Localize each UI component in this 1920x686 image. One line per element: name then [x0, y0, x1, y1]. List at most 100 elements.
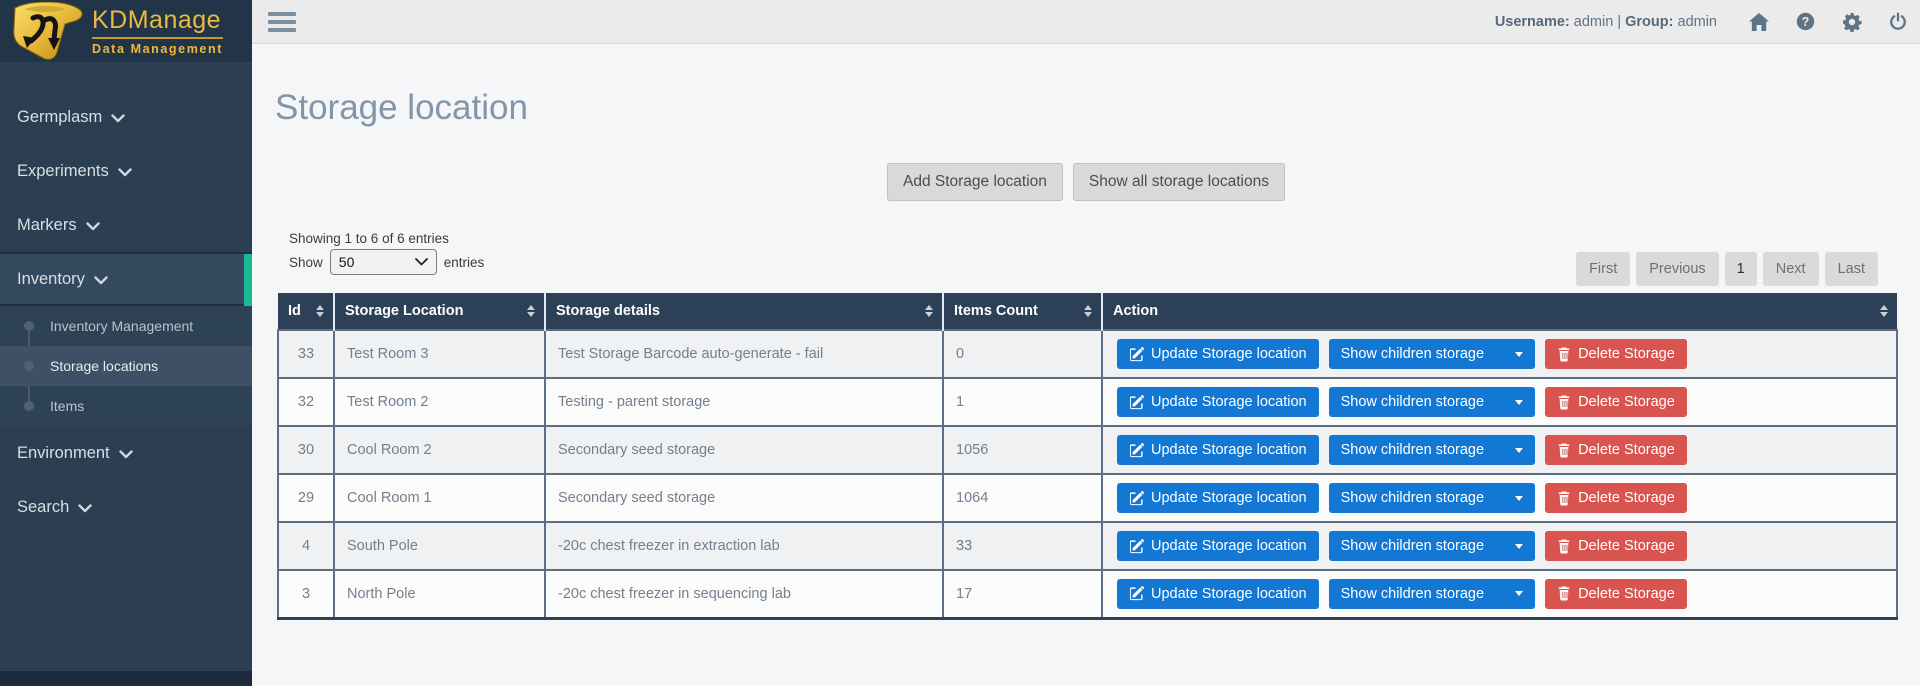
caret-down-icon	[1515, 351, 1524, 357]
cell-action: Update Storage location Show children st…	[1101, 425, 1898, 475]
show-children-storage-dropdown[interactable]: Show children storage	[1328, 531, 1536, 561]
update-storage-location-button[interactable]: Update Storage location	[1117, 339, 1319, 369]
user-info: Username: admin | Group: admin	[1495, 14, 1717, 30]
pagination-first-button[interactable]: First	[1576, 252, 1631, 286]
column-header-storage-details[interactable]: Storage details	[545, 293, 944, 330]
sidebar-item-label: Experiments	[17, 161, 109, 180]
update-storage-location-button[interactable]: Update Storage location	[1117, 483, 1319, 513]
table-row: 4 South Pole -20c chest freezer in extra…	[277, 521, 1898, 571]
power-icon[interactable]	[1889, 12, 1907, 31]
show-children-storage-dropdown[interactable]: Show children storage	[1328, 435, 1536, 465]
show-children-storage-dropdown[interactable]: Show children storage	[1328, 387, 1536, 417]
trash-icon	[1558, 347, 1570, 361]
sidebar-item-markers[interactable]: Markers	[0, 198, 252, 252]
sidebar-item-germplasm[interactable]: Germplasm	[0, 90, 252, 144]
cell-id: 32	[277, 377, 335, 427]
table-body: 33 Test Room 3 Test Storage Barcode auto…	[277, 329, 1898, 620]
cell-storage-details: Testing - parent storage	[544, 377, 944, 427]
delete-storage-button[interactable]: Delete Storage	[1545, 483, 1687, 513]
delete-storage-button[interactable]: Delete Storage	[1545, 578, 1687, 609]
show-children-storage-dropdown[interactable]: Show children storage	[1328, 578, 1536, 609]
sidebar-item-items[interactable]: Items	[0, 386, 252, 426]
trash-icon	[1558, 491, 1570, 505]
table-row: 33 Test Room 3 Test Storage Barcode auto…	[277, 329, 1898, 379]
caret-down-icon	[1515, 591, 1524, 597]
home-icon[interactable]	[1749, 12, 1769, 31]
gear-icon[interactable]	[1842, 12, 1862, 32]
column-header-id[interactable]: Id	[278, 293, 335, 330]
logo-area[interactable]: KDManage Data Management	[0, 0, 252, 62]
add-storage-location-button[interactable]: Add Storage location	[887, 163, 1063, 201]
column-header-action[interactable]: Action	[1102, 293, 1897, 330]
sidebar-item-storage-locations[interactable]: Storage locations	[0, 346, 252, 386]
delete-storage-button[interactable]: Delete Storage	[1545, 339, 1687, 369]
column-header-storage-location[interactable]: Storage Location	[334, 293, 546, 330]
cell-storage-details: -20c chest freezer in extraction lab	[544, 521, 944, 571]
update-storage-location-button[interactable]: Update Storage location	[1117, 435, 1319, 465]
page-size-control: Show 50 entries	[289, 249, 484, 275]
topbar-icons: ?	[1749, 12, 1907, 32]
cell-storage-location: Test Room 2	[333, 377, 546, 427]
chevron-down-icon	[94, 275, 108, 284]
cell-storage-details: Secondary seed storage	[544, 425, 944, 475]
show-children-storage-dropdown[interactable]: Show children storage	[1328, 483, 1536, 513]
edit-icon	[1129, 346, 1144, 361]
hamburger-menu-icon[interactable]	[268, 11, 296, 32]
help-icon[interactable]: ?	[1796, 12, 1815, 31]
cell-id: 33	[277, 329, 335, 379]
storage-table-wrap: Id Storage Location Storage details Item…	[277, 293, 1898, 620]
action-bar: Add Storage location Show all storage lo…	[252, 163, 1920, 201]
brand: KDManage Data Management	[92, 6, 223, 56]
show-label: Show	[289, 254, 323, 270]
chevron-down-icon	[78, 503, 92, 512]
chevron-down-icon	[118, 167, 132, 176]
brand-title: KDManage	[92, 6, 223, 39]
sidebar-group-inventory: Inventory Inventory Management Storage l…	[0, 252, 252, 426]
update-storage-location-button[interactable]: Update Storage location	[1117, 531, 1319, 561]
update-storage-location-button[interactable]: Update Storage location	[1117, 578, 1319, 609]
show-all-storage-locations-button[interactable]: Show all storage locations	[1072, 163, 1285, 201]
edit-icon	[1129, 538, 1144, 553]
show-children-storage-dropdown[interactable]: Show children storage	[1328, 339, 1536, 369]
page-size-select[interactable]: 50	[329, 249, 437, 275]
cell-items-count: 1	[942, 377, 1103, 427]
topbar: Username: admin | Group: admin ?	[252, 0, 1920, 44]
delete-storage-button[interactable]: Delete Storage	[1545, 387, 1687, 417]
cell-items-count: 17	[942, 569, 1103, 620]
edit-icon	[1129, 490, 1144, 505]
cell-items-count: 1056	[942, 425, 1103, 475]
inventory-submenu: Inventory Management Storage locations I…	[0, 306, 252, 426]
sidebar-item-label: Germplasm	[17, 107, 103, 126]
pagination-previous-button[interactable]: Previous	[1636, 252, 1719, 286]
trash-icon	[1558, 443, 1570, 457]
table-header-row: Id Storage Location Storage details Item…	[278, 293, 1897, 330]
pagination-last-button[interactable]: Last	[1824, 252, 1878, 286]
sub-item-label: Inventory Management	[50, 318, 194, 334]
sidebar-item-inventory-management[interactable]: Inventory Management	[0, 306, 252, 346]
sidebar-item-experiments[interactable]: Experiments	[0, 144, 252, 198]
cell-action: Update Storage location Show children st…	[1101, 329, 1898, 379]
bullet-dot-icon	[24, 361, 34, 371]
delete-storage-button[interactable]: Delete Storage	[1545, 435, 1687, 465]
sidebar-item-label: Inventory	[17, 269, 85, 288]
sidebar: KDManage Data Management Germplasm Exper…	[0, 0, 252, 686]
separator: |	[1617, 13, 1622, 30]
cell-storage-location: North Pole	[333, 569, 546, 620]
cell-items-count: 0	[942, 329, 1103, 379]
trash-icon	[1558, 395, 1570, 409]
chevron-down-icon	[85, 221, 100, 230]
sidebar-nav: Germplasm Experiments Markers Inventory …	[0, 62, 252, 534]
caret-down-icon	[1515, 447, 1524, 453]
delete-storage-button[interactable]: Delete Storage	[1545, 531, 1687, 561]
cell-action: Update Storage location Show children st…	[1101, 569, 1898, 620]
sidebar-item-search[interactable]: Search	[0, 480, 252, 534]
cell-id: 3	[277, 569, 335, 620]
pagination-page-1-button[interactable]: 1	[1724, 252, 1757, 286]
update-storage-location-button[interactable]: Update Storage location	[1117, 387, 1319, 417]
pagination-next-button[interactable]: Next	[1762, 252, 1819, 286]
column-header-items-count[interactable]: Items Count	[943, 293, 1103, 330]
sidebar-item-inventory[interactable]: Inventory	[0, 254, 252, 306]
sidebar-footer	[0, 671, 252, 686]
sidebar-item-environment[interactable]: Environment	[0, 426, 252, 480]
cell-storage-location: Cool Room 2	[333, 425, 546, 475]
